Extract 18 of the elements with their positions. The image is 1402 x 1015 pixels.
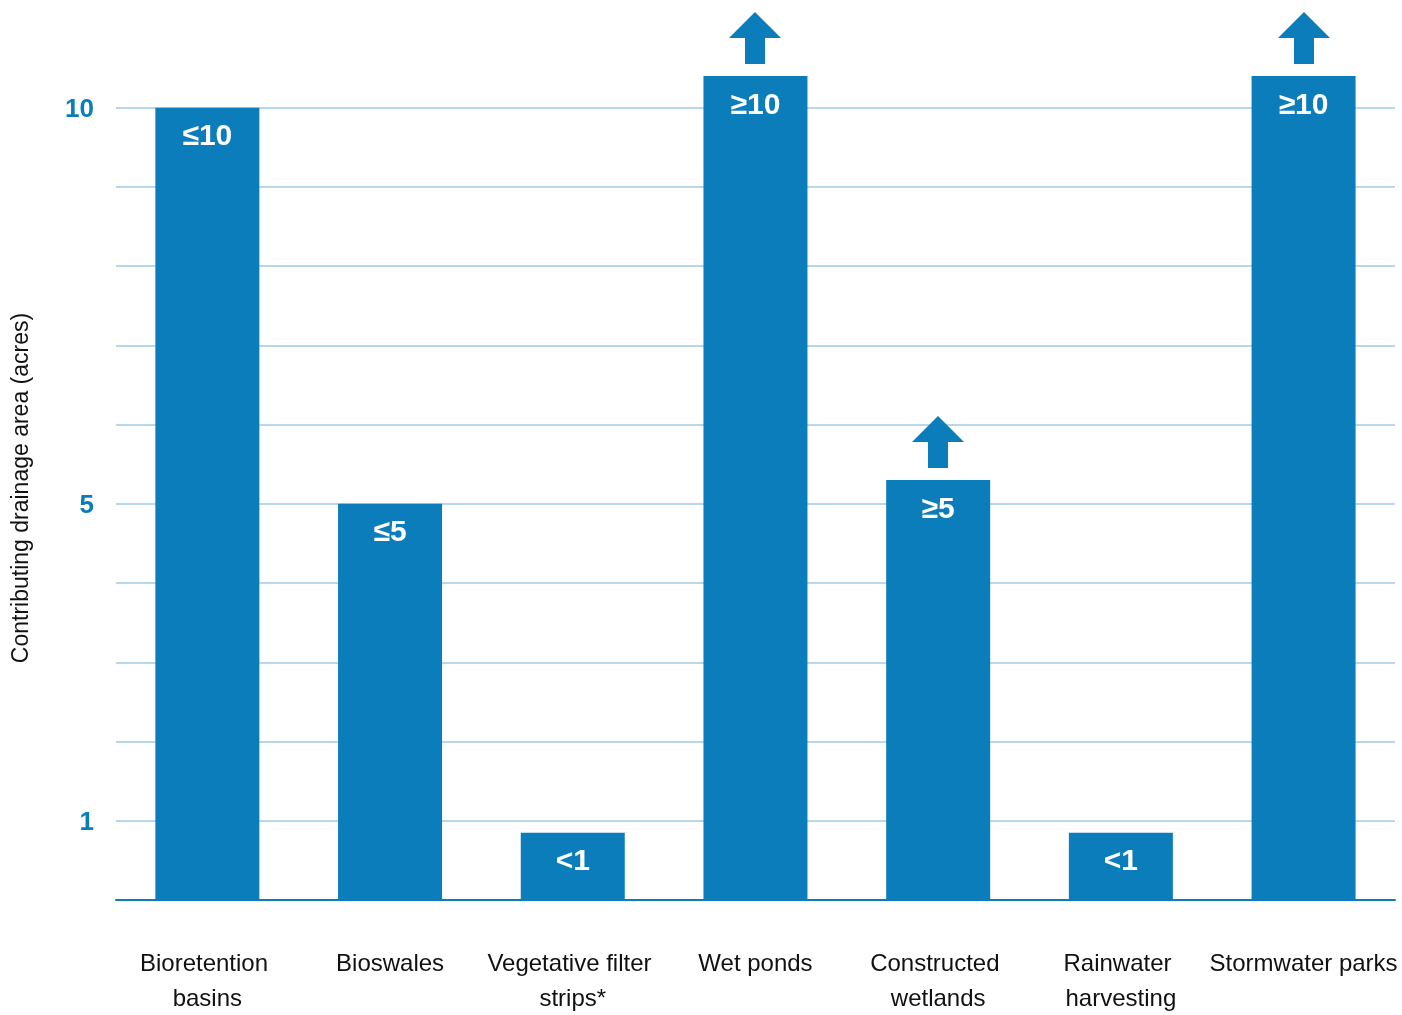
data-label: <1 [555, 843, 590, 877]
x-tick-label: Stormwater parks [1209, 949, 1398, 976]
x-tick-label: Bioswales [336, 949, 445, 976]
data-label: ≥10 [730, 86, 781, 120]
x-tick-label: Vegetative filter strips* [487, 949, 659, 1011]
data-label: ≥5 [921, 490, 955, 524]
y-tick-label: 5 [79, 488, 94, 519]
x-tick-label: Constructed wetlands [870, 949, 1007, 1011]
data-label: ≤5 [373, 514, 407, 548]
data-label: ≤10 [182, 118, 233, 152]
y-tick-label: 1 [79, 805, 94, 836]
x-tick-label: Bioretention basins [139, 949, 275, 1011]
y-tick-label: 10 [65, 92, 94, 123]
y-axis-title: Contributing drainage area (acres) [6, 312, 33, 664]
x-tick-label: Wet ponds [698, 949, 813, 976]
data-label: <1 [1103, 843, 1138, 877]
data-label: ≥10 [1278, 86, 1329, 120]
x-tick-label: Rainwater harvesting [1063, 949, 1179, 1011]
